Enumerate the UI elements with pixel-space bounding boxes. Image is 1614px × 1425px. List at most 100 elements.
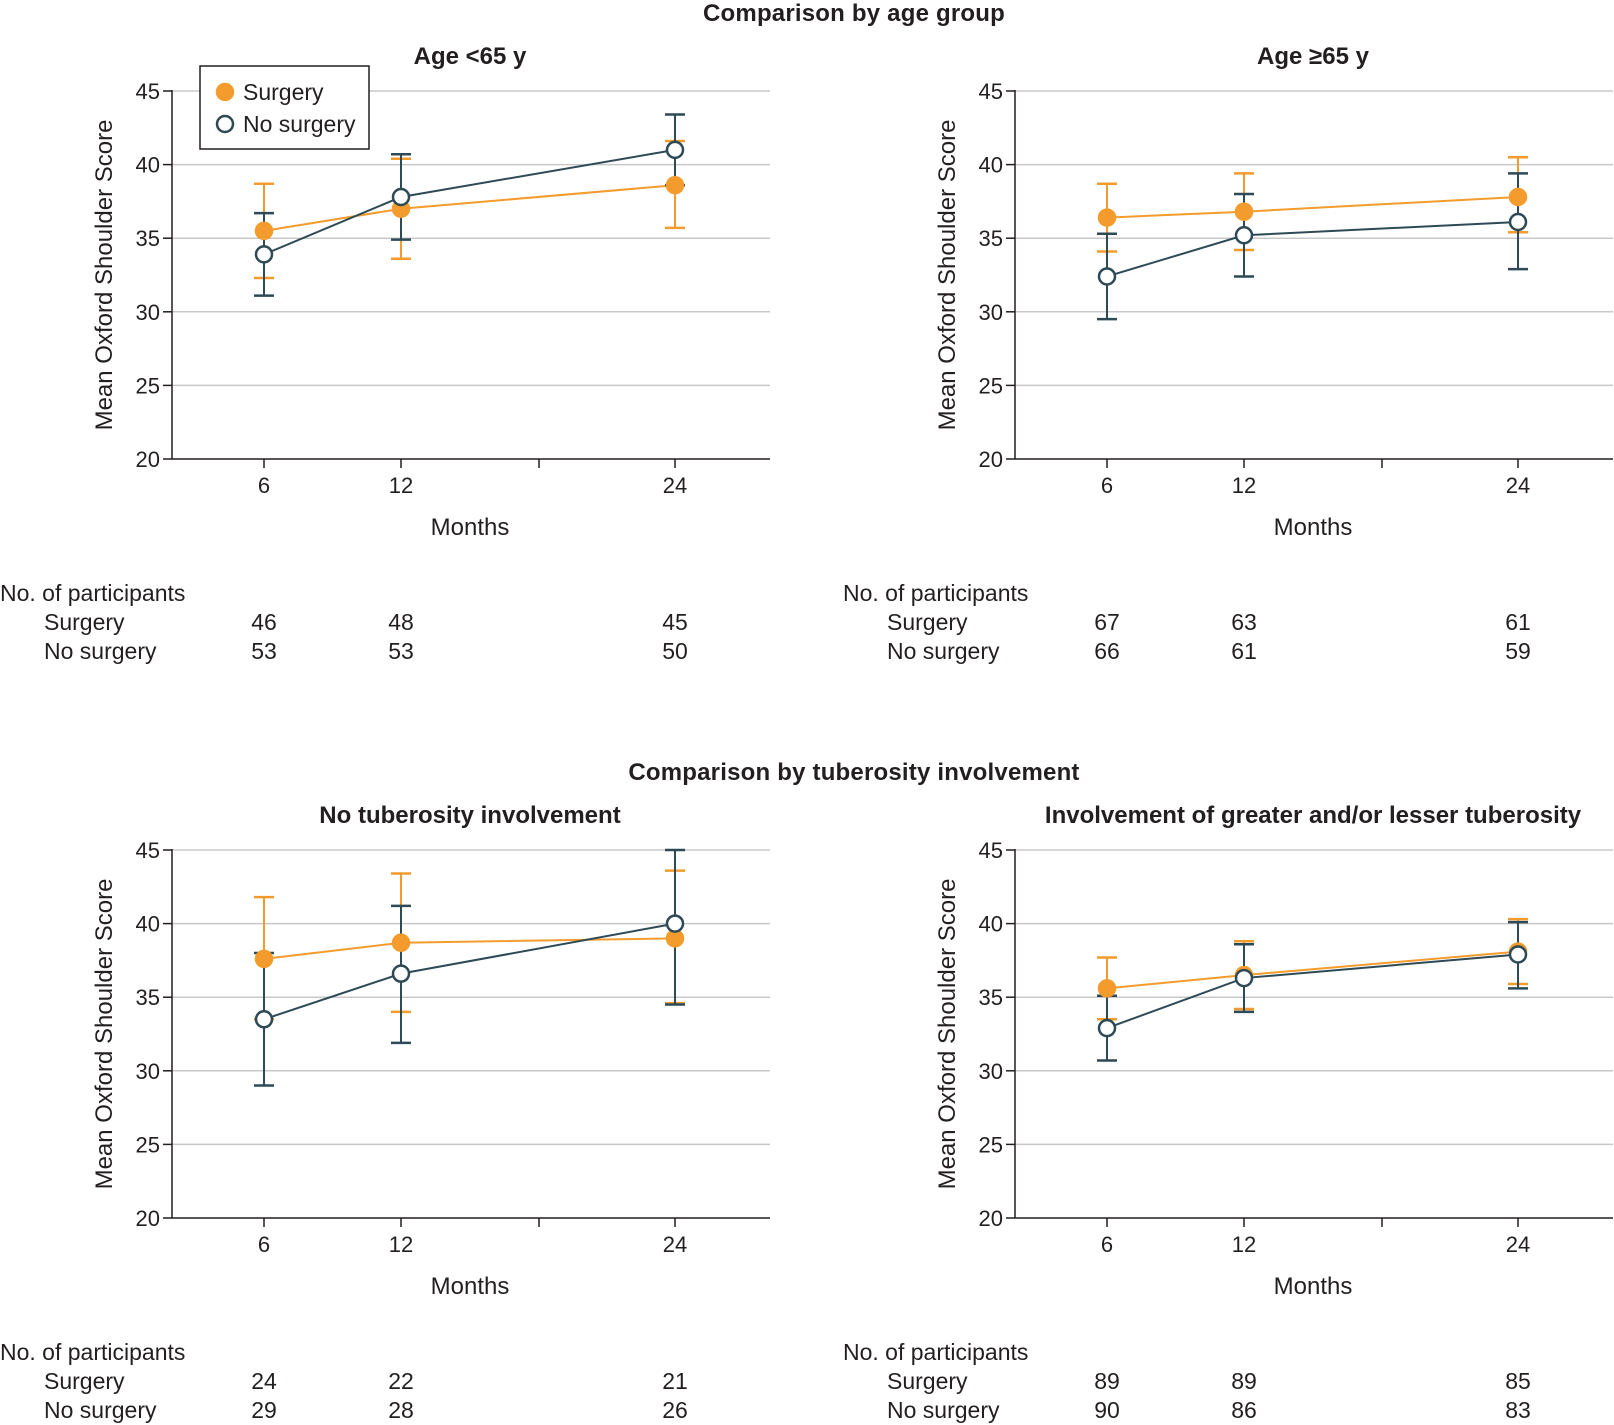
data-point-no-surgery (1234, 968, 1254, 988)
y-axis-label: Mean Oxford Shoulder Score (91, 879, 118, 1190)
participants-count: 89 (1094, 1368, 1120, 1394)
y-tick-label: 30 (136, 300, 160, 325)
participants-count: 61 (1231, 638, 1257, 664)
participants-count: 53 (388, 638, 414, 664)
participants-row-label: No surgery (44, 638, 157, 664)
section-title-age: Comparison by age group (703, 0, 1005, 27)
data-point-surgery (1097, 208, 1117, 227)
y-tick-label: 30 (979, 1059, 1003, 1084)
participants-count: 86 (1231, 1397, 1257, 1423)
y-tick-label: 25 (136, 1132, 160, 1157)
x-tick-label: 12 (389, 473, 413, 498)
y-tick-label: 35 (979, 226, 1003, 251)
chart-title: Age <65 y (414, 43, 527, 70)
data-point-no-surgery (391, 964, 411, 983)
x-tick-label: 24 (1506, 1232, 1530, 1257)
participants-count: 53 (251, 638, 277, 664)
y-axis-label: Mean Oxford Shoulder Score (934, 120, 961, 431)
participants-count: 61 (1505, 609, 1531, 635)
participants-count: 22 (388, 1368, 414, 1394)
series-line-surgery (1106, 195, 1519, 219)
x-tick-label: 12 (389, 1232, 413, 1257)
data-point-surgery (1234, 202, 1254, 221)
series-line-no-surgery (263, 922, 676, 1021)
data-point-surgery (254, 949, 274, 969)
data-point-no-surgery (254, 1010, 274, 1029)
legend: Surgery No surgery (199, 65, 370, 150)
x-tick-label: 24 (663, 1232, 687, 1257)
y-tick-label: 25 (136, 373, 160, 398)
participants-count: 26 (662, 1397, 688, 1423)
participants-count: 90 (1094, 1397, 1120, 1423)
x-tick-label: 24 (663, 473, 687, 498)
y-axis-label: Mean Oxford Shoulder Score (91, 120, 118, 431)
y-tick-label: 45 (979, 79, 1003, 104)
participants-count: 28 (388, 1397, 414, 1423)
data-point-surgery (254, 221, 274, 241)
legend-no-surgery-marker (215, 114, 235, 134)
y-axis-label: Mean Oxford Shoulder Score (934, 879, 961, 1190)
participants-count: 83 (1505, 1397, 1531, 1423)
chart-panel-3: No tuberosity involvement 20 25 30 35 40 45 6 12… (0, 802, 770, 1423)
data-point-no-surgery (1234, 226, 1254, 245)
y-tick-label: 35 (136, 226, 160, 251)
participants-count: 89 (1231, 1368, 1257, 1394)
legend-no-surgery-label: No surgery (243, 111, 356, 137)
participants-header: No. of participants (0, 1339, 185, 1365)
data-point-no-surgery (1097, 1018, 1117, 1038)
y-tick-label: 40 (979, 153, 1003, 178)
y-tick-label: 30 (979, 300, 1003, 325)
y-tick-label: 30 (136, 1059, 160, 1084)
chart-title: Involvement of greater and/or lesser tub… (1045, 802, 1582, 829)
participants-header: No. of participants (843, 580, 1028, 606)
chart-panel-4: Involvement of greater and/or lesser tub… (843, 802, 1613, 1423)
participants-row-label: Surgery (887, 609, 968, 635)
series-line-no-surgery (1106, 221, 1519, 278)
data-point-surgery (1097, 979, 1117, 998)
y-tick-label: 40 (979, 912, 1003, 937)
x-axis-label: Months (1274, 1273, 1353, 1300)
data-point-surgery (391, 933, 411, 952)
y-tick-label: 25 (979, 1132, 1003, 1157)
data-point-no-surgery (1508, 945, 1528, 964)
data-point-no-surgery (1097, 267, 1117, 286)
y-tick-label: 35 (136, 985, 160, 1010)
section-title-tuberosity: Comparison by tuberosity involvement (628, 759, 1080, 786)
series-line-surgery (263, 937, 676, 960)
participants-count: 67 (1094, 609, 1120, 635)
participants-header: No. of participants (0, 580, 185, 606)
y-tick-label: 35 (979, 985, 1003, 1010)
data-point-no-surgery (1508, 212, 1528, 232)
y-tick-label: 20 (979, 1206, 1003, 1231)
legend-surgery-marker (215, 82, 235, 102)
participants-count: 63 (1231, 609, 1257, 635)
y-tick-label: 40 (136, 912, 160, 937)
chart-title: Age ≥65 y (1257, 43, 1370, 70)
participants-count: 45 (662, 609, 688, 635)
chart-title: No tuberosity involvement (319, 802, 620, 829)
participants-count: 24 (251, 1368, 277, 1394)
participants-header: No. of participants (843, 1339, 1028, 1365)
y-tick-label: 20 (136, 1206, 160, 1231)
x-tick-label: 6 (258, 473, 270, 498)
x-axis-label: Months (431, 1273, 510, 1300)
series-line-no-surgery (1106, 953, 1519, 1030)
chart-panel-2: Age ≥65 y 20 25 30 35 40 45 6 12 24 Months Mean Oxf… (843, 43, 1613, 664)
x-tick-label: 6 (258, 1232, 270, 1257)
x-axis-label: Months (1274, 514, 1353, 541)
participants-row-label: No surgery (887, 1397, 1000, 1423)
x-tick-label: 24 (1506, 473, 1530, 498)
y-tick-label: 20 (979, 447, 1003, 472)
data-point-surgery (665, 175, 685, 195)
x-tick-label: 12 (1232, 473, 1256, 498)
data-point-no-surgery (665, 140, 685, 160)
participants-count: 21 (662, 1368, 688, 1394)
y-tick-label: 25 (979, 373, 1003, 398)
data-point-no-surgery (391, 187, 411, 207)
participants-count: 46 (251, 609, 277, 635)
participants-count: 29 (251, 1397, 277, 1423)
chart-panel-1: Age <65 y 20 25 30 35 40 45 6 12 24 Months Mean Oxf… (0, 43, 770, 664)
participants-row-label: Surgery (44, 1368, 125, 1394)
series-line-surgery (263, 184, 676, 232)
